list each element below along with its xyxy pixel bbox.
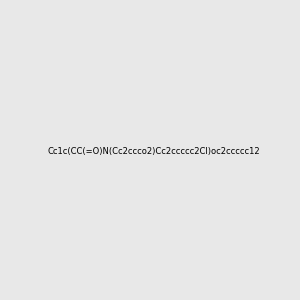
Text: Cc1c(CC(=O)N(Cc2ccco2)Cc2ccccc2Cl)oc2ccccc12: Cc1c(CC(=O)N(Cc2ccco2)Cc2ccccc2Cl)oc2ccc… [47,147,260,156]
